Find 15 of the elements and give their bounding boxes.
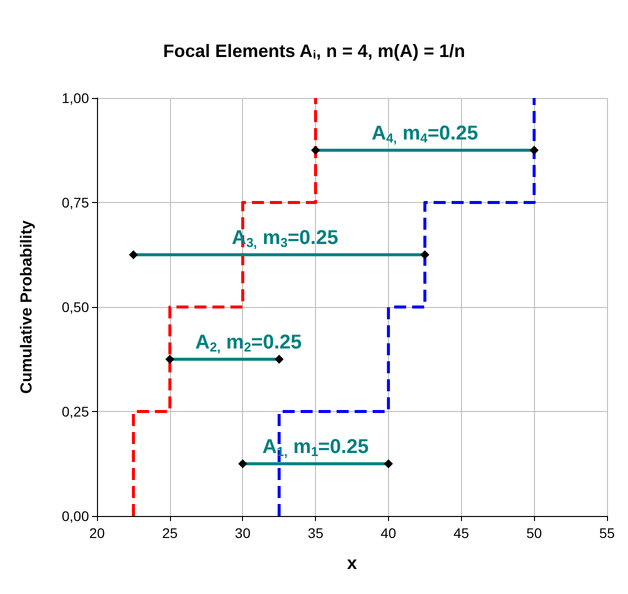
- y-axis-title: Cumulative Probability: [18, 220, 36, 394]
- y-tick-label: 0,25: [62, 404, 90, 420]
- x-tick-label: 55: [599, 525, 615, 541]
- x-tick-label: 35: [308, 525, 324, 541]
- y-tick-label: 0,75: [62, 194, 90, 210]
- y-tick-label: 0,50: [62, 299, 90, 315]
- y-tick-label: 1,00: [62, 90, 90, 106]
- x-axis-title: x: [346, 553, 358, 573]
- x-tick-label: 30: [234, 525, 251, 541]
- x-tick-label: 40: [380, 525, 396, 541]
- y-tick-label: 0,00: [62, 508, 90, 524]
- x-tick-label: 25: [162, 525, 178, 541]
- x-tick-label: 45: [453, 525, 470, 541]
- x-tick-label: 20: [89, 525, 105, 541]
- x-tick-label: 50: [526, 525, 542, 541]
